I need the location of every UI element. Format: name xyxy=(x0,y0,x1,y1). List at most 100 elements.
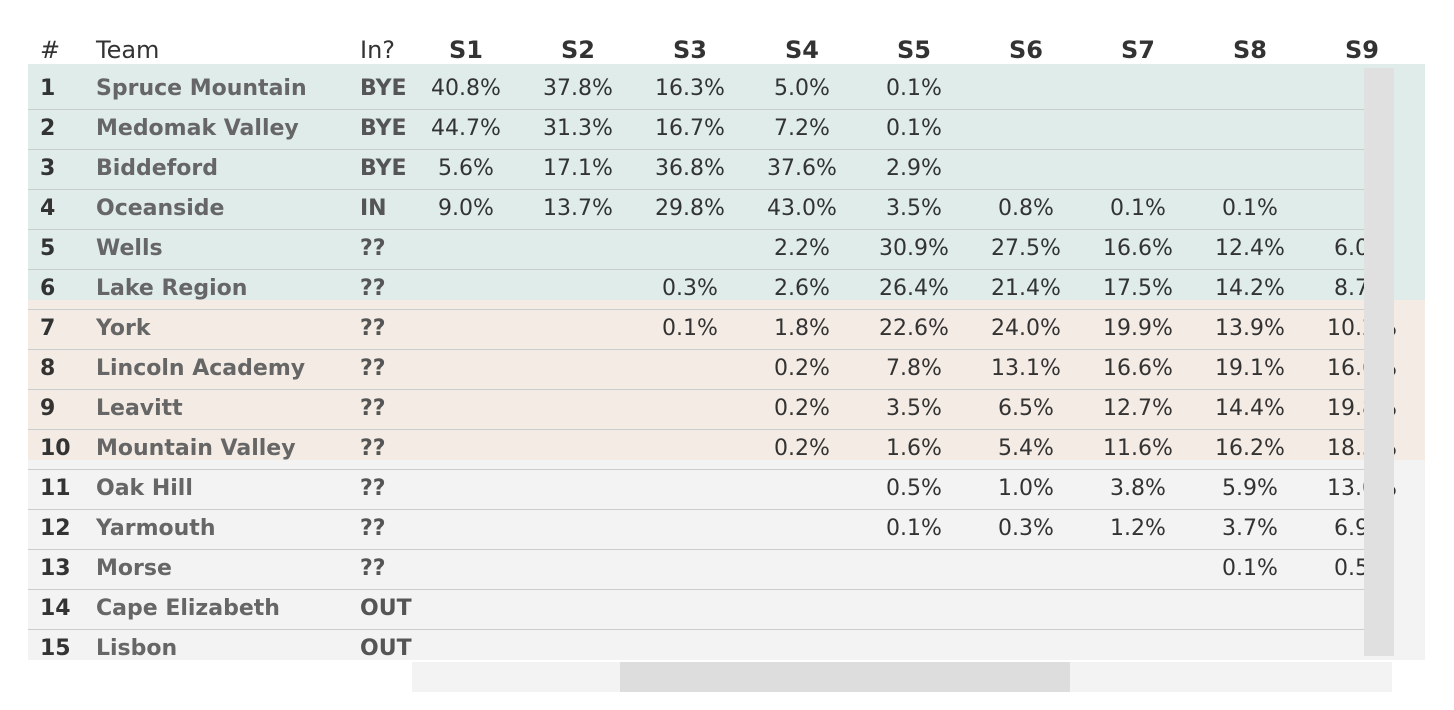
seed-probability-cell: 13.7% xyxy=(543,196,613,221)
seed-probability-cell: 31.3% xyxy=(543,116,613,141)
team-name-cell: Oak Hill xyxy=(96,476,193,501)
seed-probability-cell: 16.6% xyxy=(1103,356,1173,381)
playoff-band xyxy=(28,64,1425,300)
table-row[interactable]: 14 Cape Elizabeth OUT xyxy=(28,589,1392,630)
seed-probability-cell: 7.2% xyxy=(774,116,830,141)
seed-probability-cell: 2.6% xyxy=(774,276,830,301)
table-row[interactable]: 9 Leavitt?? 0.2% 3.5% 6.5% 12.7% 14.4% 19.8% xyxy=(28,389,1397,430)
vertical-scrollbar[interactable] xyxy=(1364,68,1394,656)
outside-band xyxy=(28,460,1425,660)
seed-probability-cell: 5.0% xyxy=(774,76,830,101)
seed-header-s3[interactable]: S3 xyxy=(673,36,707,64)
seed-probability-cell: 19.9% xyxy=(1103,316,1173,341)
rank-cell: 2 xyxy=(40,116,56,141)
in-status-cell: ?? xyxy=(360,236,386,261)
seed-probability-cell: 2.2% xyxy=(774,236,830,261)
seed-probability-cell: 19.1% xyxy=(1215,356,1285,381)
seed-probability-cell: 12.7% xyxy=(1103,396,1173,421)
seed-probability-cell: 29.8% xyxy=(655,196,725,221)
rank-cell: 11 xyxy=(40,476,71,501)
rank-cell: 14 xyxy=(40,596,71,621)
seed-probability-cell: 3.5% xyxy=(886,396,942,421)
rank-header: # xyxy=(40,36,61,64)
table-row[interactable]: 3 Biddeford BYE 5.6% 17.1% 36.8% 37.6% 2.9% xyxy=(28,149,1392,190)
team-name-cell: Lincoln Academy xyxy=(96,356,306,381)
seed-probability-cell: 1.8% xyxy=(774,316,830,341)
seed-probability-cell: 5.6% xyxy=(438,156,494,181)
seed-probability-cell: 5.4% xyxy=(998,436,1054,461)
in-status-cell: BYE xyxy=(360,116,407,141)
seed-header-s6[interactable]: S6 xyxy=(1009,36,1043,64)
team-name-cell: Cape Elizabeth xyxy=(96,596,280,621)
table-row[interactable]: 7 York?? 0.1% 1.8% 22.6% 24.0% 19.9% 13.9% 10.2% xyxy=(28,309,1397,350)
table-row[interactable]: 13 Morse?? 0.1% 0.5% xyxy=(28,549,1392,590)
seed-probability-cell: 2.9% xyxy=(886,156,942,181)
team-name-cell: Wells xyxy=(96,236,163,261)
seed-probability-cell: 0.8% xyxy=(998,196,1054,221)
team-name-cell: Yarmouth xyxy=(96,516,216,541)
seed-probability-cell: 27.5% xyxy=(991,236,1061,261)
seed-probability-cell: 12.4% xyxy=(1215,236,1285,261)
table-row[interactable]: 8 Lincoln Academy?? 0.2% 7.8% 13.1% 16.6% 19.1… xyxy=(28,349,1397,390)
seed-probability-cell: 1.6% xyxy=(886,436,942,461)
table-row[interactable]: 4 Oceanside IN 9.0% 13.7% 29.8% 43.0% 3.5% 0.8% 0… xyxy=(28,189,1392,230)
table-row[interactable]: 12 Yarmouth?? 0.1% 0.3% 1.2% 3.7% 6.9% xyxy=(28,509,1392,550)
seed-probability-cell: 1.0% xyxy=(998,476,1054,501)
team-name-cell: Spruce Mountain xyxy=(96,76,307,101)
seed-probability-cell: 18.5% xyxy=(1327,436,1397,461)
seed-header-s1[interactable]: S1 xyxy=(449,36,483,64)
seed-probability-cell: 13.1% xyxy=(991,356,1061,381)
seed-header-s8[interactable]: S8 xyxy=(1233,36,1267,64)
table-row[interactable]: 2 Medomak Valley BYE 44.7% 31.3% 16.7% 7.2% 0.1… xyxy=(28,109,1392,150)
seed-probability-cell: 30.9% xyxy=(879,236,949,261)
rank-cell: 15 xyxy=(40,636,71,661)
rank-cell: 13 xyxy=(40,556,71,581)
rank-cell: 12 xyxy=(40,516,71,541)
seed-probability-cell: 14.4% xyxy=(1215,396,1285,421)
seed-header-s5[interactable]: S5 xyxy=(897,36,931,64)
table-row[interactable]: 1 Spruce Mountain BYE 40.8% 37.8% 16.3% 5.0% 0.… xyxy=(28,69,1392,110)
rank-cell: 10 xyxy=(40,436,71,461)
team-name-cell: Mountain Valley xyxy=(96,436,296,461)
seed-probability-cell: 0.1% xyxy=(1222,196,1278,221)
seed-probability-cell: 0.5% xyxy=(886,476,942,501)
seed-probability-cell: 24.0% xyxy=(991,316,1061,341)
in-status-cell: ?? xyxy=(360,436,386,461)
table-row[interactable]: 6 Lake Region?? 0.3% 2.6% 26.4% 21.4% 17.5% 14.… xyxy=(28,269,1392,310)
seed-probability-cell: 6.0% xyxy=(1334,236,1390,261)
rank-cell: 4 xyxy=(40,196,56,221)
in-status-cell: IN xyxy=(360,196,387,221)
team-name-cell: Leavitt xyxy=(96,396,183,421)
seed-probability-cell: 0.1% xyxy=(662,316,718,341)
team-name-cell: Biddeford xyxy=(96,156,219,181)
seed-probability-cell: 44.7% xyxy=(431,116,501,141)
seed-header-s2[interactable]: S2 xyxy=(561,36,595,64)
seed-probability-cell: 19.8% xyxy=(1327,396,1397,421)
horizontal-scrollbar-thumb[interactable] xyxy=(620,662,1070,692)
seed-probability-cell: 7.8% xyxy=(886,356,942,381)
in-status-cell: ?? xyxy=(360,476,386,501)
seed-header-s9[interactable]: S9 xyxy=(1345,36,1379,64)
seed-probability-cell: 22.6% xyxy=(879,316,949,341)
team-name-cell: Oceanside xyxy=(96,196,225,221)
seed-probability-cell: 21.4% xyxy=(991,276,1061,301)
seed-probability-cell: 1.2% xyxy=(1110,516,1166,541)
seed-probability-cell: 3.8% xyxy=(1110,476,1166,501)
seed-probability-cell: 40.8% xyxy=(431,76,501,101)
rank-cell: 9 xyxy=(40,396,56,421)
table-row[interactable]: 11 Oak Hill?? 0.5% 1.0% 3.8% 5.9% 13.0% xyxy=(28,469,1397,510)
seed-probability-cell: 16.6% xyxy=(1327,356,1397,381)
seed-header-s4[interactable]: S4 xyxy=(785,36,819,64)
seed-probability-cell: 17.5% xyxy=(1103,276,1173,301)
seed-probability-cell: 3.5% xyxy=(886,196,942,221)
table-row[interactable]: 10 Mountain Valley?? 0.2% 1.6% 5.4% 11.6% 16.2… xyxy=(28,429,1397,470)
rank-cell: 5 xyxy=(40,236,56,261)
table-row[interactable]: 5 Wells?? 2.2% 30.9% 27.5% 16.6% 12.4% 6.0% xyxy=(28,229,1392,270)
seed-header-s7[interactable]: S7 xyxy=(1121,36,1155,64)
in-status-cell: BYE xyxy=(360,156,407,181)
table-row[interactable]: 15 Lisbon OUT xyxy=(28,629,1392,668)
seed-probability-cell: 5.9% xyxy=(1222,476,1278,501)
seed-probability-cell: 0.1% xyxy=(886,516,942,541)
bubble-band xyxy=(28,300,1425,460)
in-status-cell: ?? xyxy=(360,556,386,581)
